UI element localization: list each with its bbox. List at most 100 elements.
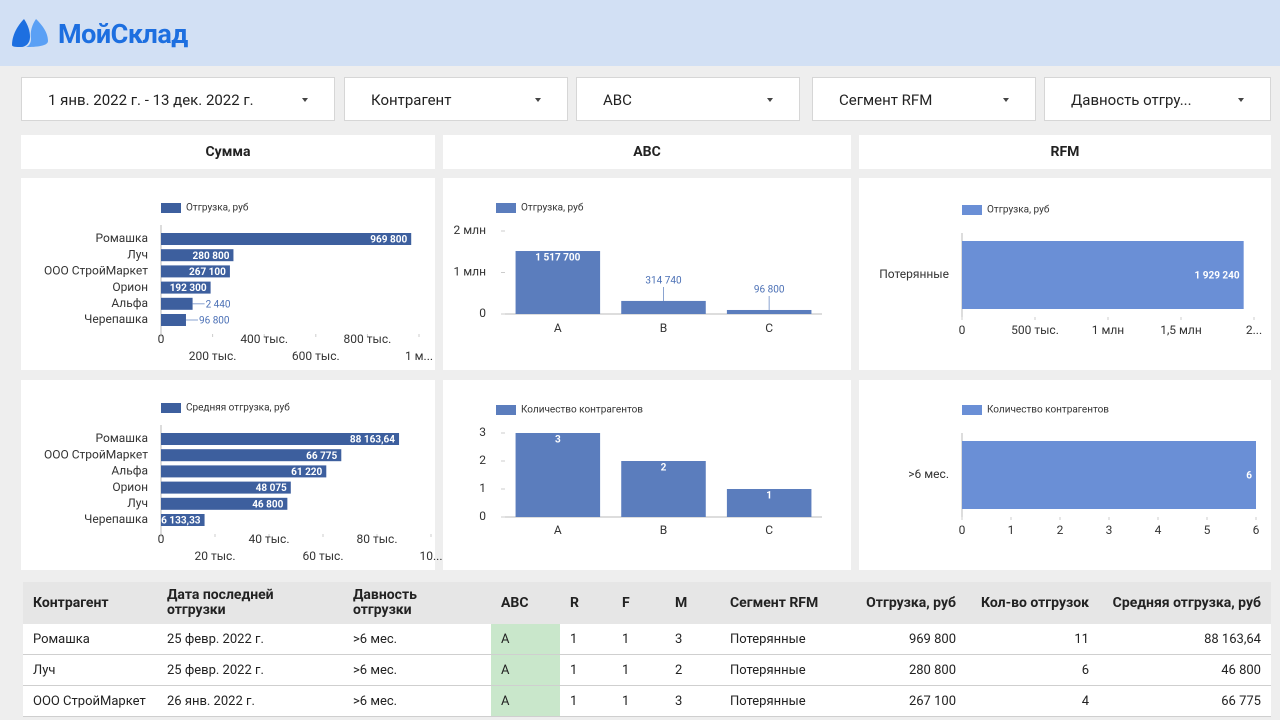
value-label: 48 075 xyxy=(256,483,287,494)
bar xyxy=(515,433,601,517)
table-cell: 66 775 xyxy=(1099,685,1271,717)
x-tick-label: A xyxy=(554,321,562,335)
data-table: Контрагент Дата последней отгрузки Давност… xyxy=(23,582,1271,717)
category-label: ООО СтройМаркет xyxy=(44,264,148,278)
column-header: Кол-во отгрузок xyxy=(966,582,1099,624)
charts: Отгрузка, руб 0 200 тыс.400 тыс. 600 тыс. 80… xyxy=(44,202,1262,564)
table-cell: 3 xyxy=(665,685,720,717)
x-tick-label: 20 тыс. xyxy=(195,549,236,563)
legend-label: Средняя отгрузка, руб xyxy=(186,402,290,414)
bar xyxy=(621,300,706,314)
x-tick-label: 4 xyxy=(1155,523,1162,537)
filter-dropdown[interactable]: 1 янв. 2022 г. - 13 дек. 2022 г. xyxy=(21,77,335,121)
x-tick-label: 200 тыс. xyxy=(189,349,237,363)
x-tick-label: 0 xyxy=(959,523,966,537)
category-label: Альфа xyxy=(111,296,148,310)
column-header: Отгрузка, руб xyxy=(850,582,966,624)
table-cell: A xyxy=(491,624,560,655)
x-tick-label: 800 тыс. xyxy=(344,332,392,346)
category-label: Альфа xyxy=(111,464,148,478)
table-cell: 280 800 xyxy=(850,654,966,686)
bar xyxy=(726,489,812,517)
table-cell: 1 xyxy=(560,685,612,717)
header: МойСклад xyxy=(0,0,1280,66)
legend-label: Количество контрагентов xyxy=(521,405,643,416)
column-header: Средняя отгрузка, руб xyxy=(1099,582,1271,624)
logo-text: МойСклад xyxy=(58,18,188,50)
table-cell: 25 февр. 2022 г. xyxy=(157,654,343,686)
value-label: 46 800 xyxy=(252,499,283,510)
x-tick-label: 600 тыс. xyxy=(292,349,340,363)
table-cell: 969 800 xyxy=(850,624,966,655)
x-tick-label: C xyxy=(765,523,773,537)
value-label: 1 517 700 xyxy=(535,253,580,264)
x-tick-label: 5 xyxy=(1204,523,1211,537)
value-label: 16 133,33 xyxy=(155,516,200,527)
table-cell: 1 xyxy=(612,654,665,686)
bar xyxy=(161,281,211,294)
x-tick-label: A xyxy=(554,523,562,537)
y-tick-label: 0 xyxy=(479,509,486,523)
header-row: Контрагент Дата последней отгрузки Давност… xyxy=(23,582,1271,624)
x-tick-label: 2... xyxy=(1246,323,1262,337)
column-header: M xyxy=(665,582,720,624)
bar xyxy=(161,314,186,326)
category-label: Орион xyxy=(112,480,148,494)
caret xyxy=(302,98,308,102)
bar xyxy=(161,265,230,278)
value-label: 280 800 xyxy=(193,251,230,262)
table-cell: 26 янв. 2022 г. xyxy=(157,685,343,717)
legend-swatch xyxy=(962,205,982,215)
category-label: Черепашка xyxy=(84,312,148,326)
bar xyxy=(161,249,234,262)
y-tick-label: 3 xyxy=(479,425,486,439)
section-title: Сумма xyxy=(21,135,435,169)
legend-label: Количество контрагентов xyxy=(987,405,1109,416)
y-tick-label: 0 xyxy=(479,306,486,320)
caret xyxy=(1238,98,1244,102)
table-cell: 46 800 xyxy=(1099,654,1271,686)
filter-dropdown[interactable]: Контрагент xyxy=(344,77,568,121)
category-label: Черепашка xyxy=(84,512,148,526)
category-label: Орион xyxy=(112,280,148,294)
x-tick-label: 500 тыс. xyxy=(1011,323,1059,337)
x-tick-label: B xyxy=(660,321,667,335)
table-cell: 267 100 xyxy=(850,685,966,717)
legend-swatch xyxy=(161,403,181,413)
value-label: 88 163,64 xyxy=(350,435,395,446)
x-tick-label: 0 xyxy=(158,532,165,546)
x-tick-label: 2 xyxy=(1057,523,1064,537)
bar xyxy=(161,497,288,510)
value-label: 192 300 xyxy=(170,283,207,294)
y-tick-label: 1 xyxy=(479,481,486,495)
logo-icon xyxy=(12,19,48,47)
table-cell: 4 xyxy=(966,685,1099,717)
filter-dropdown[interactable]: Давность отгру... xyxy=(1044,77,1271,121)
bar xyxy=(962,441,1256,509)
value-label: 96 800 xyxy=(754,285,785,296)
table-row: Ромашка 25 февр. 2022 г. >6 мес. A 1 1 3 Потеря… xyxy=(23,624,1271,655)
legend-swatch xyxy=(161,203,181,213)
table-cell: 88 163,64 xyxy=(1099,624,1271,655)
value-label: 969 800 xyxy=(370,235,407,246)
y-tick-label: 2 xyxy=(479,453,486,467)
legend-label: Отгрузка, руб xyxy=(186,202,249,214)
x-tick-label: 0 xyxy=(158,332,165,346)
value-label: 1 xyxy=(766,491,772,502)
filter-dropdown[interactable]: ABC xyxy=(576,77,800,121)
table-cell: Потерянные xyxy=(720,654,850,686)
bar xyxy=(161,433,400,445)
category-label: Ромашка xyxy=(96,431,149,445)
x-tick-label: 0 xyxy=(959,323,966,337)
legend-label: Отгрузка, руб xyxy=(987,204,1050,216)
table-cell: >6 мес. xyxy=(343,624,491,655)
table-cell: >6 мес. xyxy=(343,685,491,717)
table-cell: 1 xyxy=(560,654,612,686)
bar xyxy=(161,297,193,310)
table-cell: ООО СтройМаркет xyxy=(23,685,157,717)
bar xyxy=(161,233,412,245)
filter-dropdown[interactable]: Сегмент RFM xyxy=(812,77,1036,121)
table-cell: A xyxy=(491,654,560,686)
table-cell: Луч xyxy=(23,654,157,686)
